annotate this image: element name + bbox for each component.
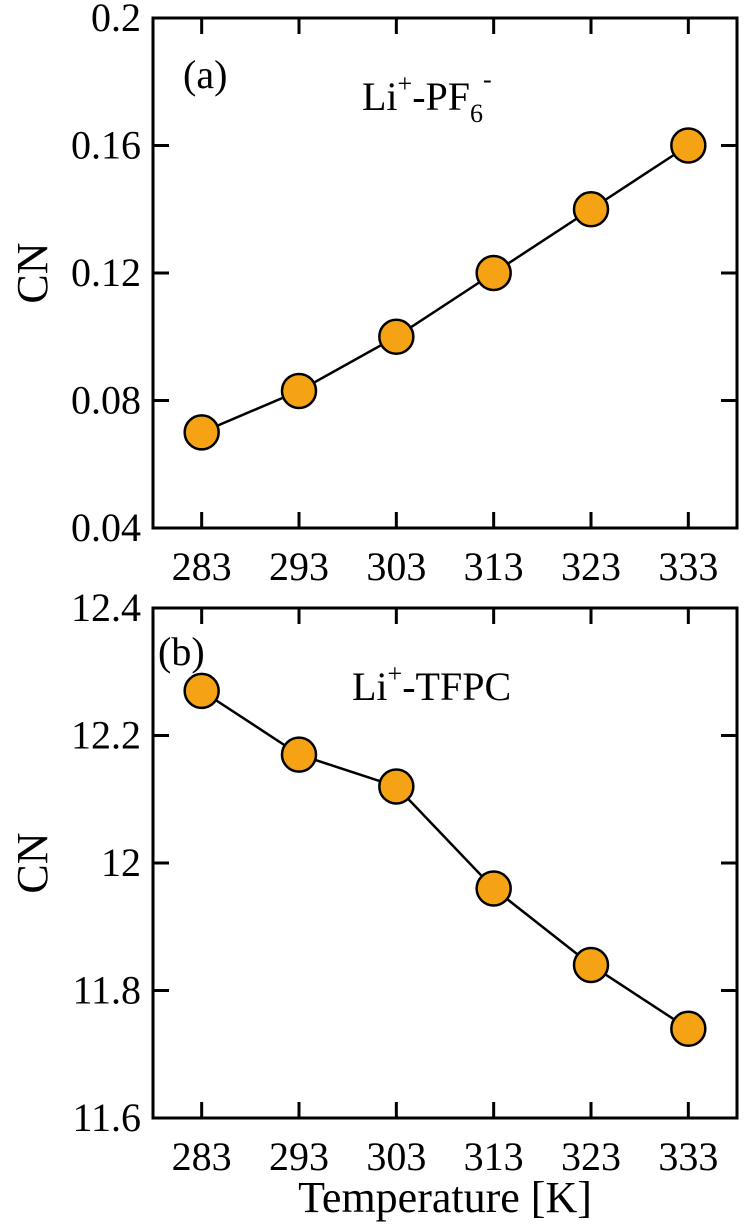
y-tick-label-4: 0.2 [91, 0, 141, 40]
series-line-0 [201, 144, 690, 434]
panel-a-annotation: Li+-PF6- [362, 65, 492, 128]
data-point-0 [183, 672, 220, 710]
panel-a-y-axis-label: CN [8, 242, 57, 303]
annotation-a-sup1: + [398, 69, 413, 98]
data-point-0 [183, 414, 220, 451]
data-point-1 [280, 372, 318, 410]
data-point-1 [280, 736, 318, 773]
data-point-2 [378, 318, 415, 355]
data-point-5 [670, 1010, 707, 1047]
annotation-a-mid: -PF [412, 74, 470, 119]
panel-b-y-ticks: 11.6 11.8 12 12.2 12.4 [71, 585, 737, 1140]
y-tick-label-3: 0.16 [71, 123, 141, 168]
panel-a-x-ticks: 283 293 303 313 323 333 [172, 18, 718, 589]
data-point-3 [475, 254, 512, 292]
x-tick-label-5: 333 [658, 1134, 718, 1179]
y-tick-label-0: 0.04 [71, 505, 141, 550]
x-tick-label-0: 283 [172, 544, 232, 589]
y-tick-label-3: 12.2 [71, 713, 141, 758]
panel-b-x-ticks: 283 293 303 313 323 333 [172, 608, 718, 1179]
x-tick-label-1: 293 [269, 544, 329, 589]
panel-a: 0.04 0.08 0.12 0.16 0.2 283 293 303 313 323 333 (… [8, 0, 739, 589]
x-tick-label-1: 293 [269, 1134, 329, 1179]
annotation-a-sup2: - [483, 65, 492, 94]
y-tick-label-2: 0.12 [71, 250, 141, 295]
panel-b-annotation: Li+-TFPC [352, 659, 511, 709]
annotation-b-base: Li [352, 664, 388, 709]
data-point-4 [572, 191, 610, 228]
x-tick-label-2: 303 [366, 1134, 426, 1179]
panel-a-y-ticks: 0.04 0.08 0.12 0.16 0.2 [71, 0, 737, 550]
panel-a-series [183, 127, 707, 451]
annotation-b-sup: + [388, 659, 403, 688]
x-tick-label-3: 313 [464, 544, 524, 589]
panel-a-label: (a) [183, 52, 227, 97]
data-point-4 [572, 946, 610, 984]
panel-b-y-axis-label: CN [8, 832, 57, 893]
x-tick-label-5: 333 [658, 544, 718, 589]
y-tick-label-0: 11.6 [72, 1095, 141, 1140]
x-tick-label-0: 283 [172, 1134, 232, 1179]
panel-b-x-axis-label: Temperature [K] [298, 1173, 592, 1222]
y-tick-label-2: 12 [101, 840, 141, 885]
x-tick-label-4: 323 [561, 1134, 621, 1179]
data-point-2 [378, 768, 415, 805]
data-point-5 [670, 127, 707, 164]
annotation-b-rest: -TFPC [402, 664, 511, 709]
series-line-0 [200, 689, 690, 1030]
panel-b-label: (b) [158, 629, 205, 674]
y-tick-label-1: 0.08 [71, 378, 141, 423]
annotation-a-base: Li [362, 74, 398, 119]
panel-b: 11.6 11.8 12 12.2 12.4 283 293 303 313 323 333 (b… [8, 585, 739, 1222]
y-tick-label-1: 11.8 [72, 968, 141, 1013]
annotation-a-sub: 6 [470, 99, 483, 128]
x-tick-label-4: 323 [561, 544, 621, 589]
y-tick-label-4: 12.4 [71, 585, 141, 630]
x-tick-label-3: 313 [464, 1134, 524, 1179]
data-point-3 [475, 870, 512, 907]
x-tick-label-2: 303 [366, 544, 426, 589]
panel-b-series [183, 672, 707, 1047]
